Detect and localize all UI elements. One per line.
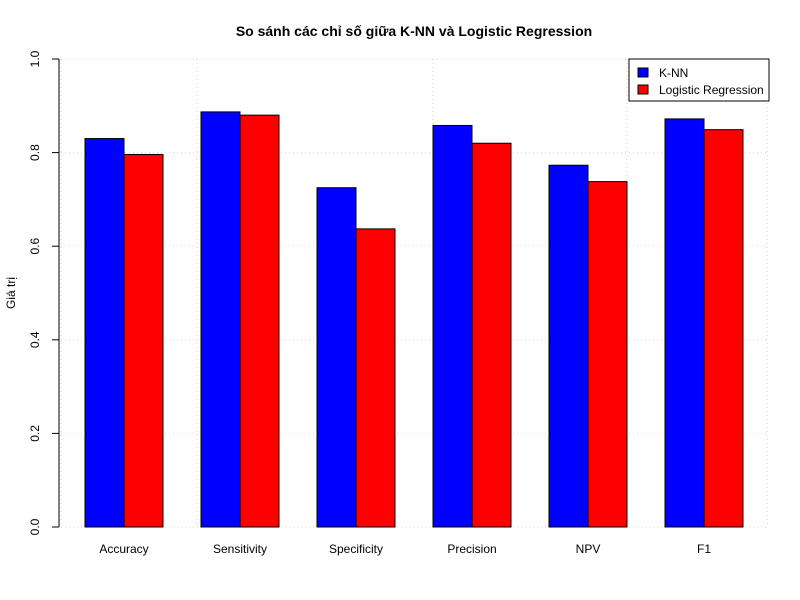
bar-sensitivity-logistic-regression bbox=[239, 114, 280, 528]
y-tick-label: 0.0 bbox=[28, 518, 42, 535]
legend-swatch-knn bbox=[637, 67, 649, 78]
chart-title: So sánh các chỉ số giữa K-NN và Logistic… bbox=[236, 23, 592, 39]
bar-precision-logistic-regression bbox=[471, 142, 512, 528]
x-tick-label: NPV bbox=[576, 542, 601, 556]
y-axis-label: Giá trị bbox=[4, 277, 18, 309]
x-tick-label: Precision bbox=[447, 542, 496, 556]
legend-box bbox=[628, 58, 770, 102]
bar-precision-knn bbox=[432, 124, 473, 528]
bar-f1-logistic-regression bbox=[703, 129, 744, 528]
y-tick-label: 0.4 bbox=[28, 331, 42, 348]
x-tick-label: F1 bbox=[697, 542, 711, 556]
legend-label-logistic-regression: Logistic Regression bbox=[659, 83, 764, 97]
bar-accuracy-logistic-regression bbox=[123, 153, 164, 528]
y-axis: 0.0 0.2 0.4 0.6 0.8 1.0 bbox=[28, 50, 60, 535]
bars bbox=[84, 111, 744, 528]
grid-lines bbox=[60, 58, 769, 528]
bar-npv-knn bbox=[548, 164, 589, 528]
bar-accuracy-knn bbox=[84, 138, 125, 528]
bar-specificity-knn bbox=[316, 187, 357, 528]
x-tick-label: Accuracy bbox=[99, 542, 148, 556]
x-tick-label: Sensitivity bbox=[213, 542, 267, 556]
y-tick-label: 1.0 bbox=[28, 50, 42, 67]
legend: K-NN Logistic Regression bbox=[628, 58, 770, 102]
bar-f1-knn bbox=[664, 118, 705, 528]
y-tick-label: 0.2 bbox=[28, 425, 42, 442]
bar-sensitivity-knn bbox=[200, 111, 241, 528]
x-axis-labels: Accuracy Sensitivity Specificity Precision N… bbox=[99, 542, 711, 556]
legend-swatch-logistic-regression bbox=[637, 84, 649, 95]
x-tick-label: Specificity bbox=[329, 542, 383, 556]
y-tick-label: 0.8 bbox=[28, 144, 42, 161]
bar-npv-logistic-regression bbox=[587, 181, 628, 528]
y-tick-label: 0.6 bbox=[28, 238, 42, 255]
legend-label-knn: K-NN bbox=[659, 66, 688, 80]
bar-specificity-logistic-regression bbox=[355, 228, 396, 528]
